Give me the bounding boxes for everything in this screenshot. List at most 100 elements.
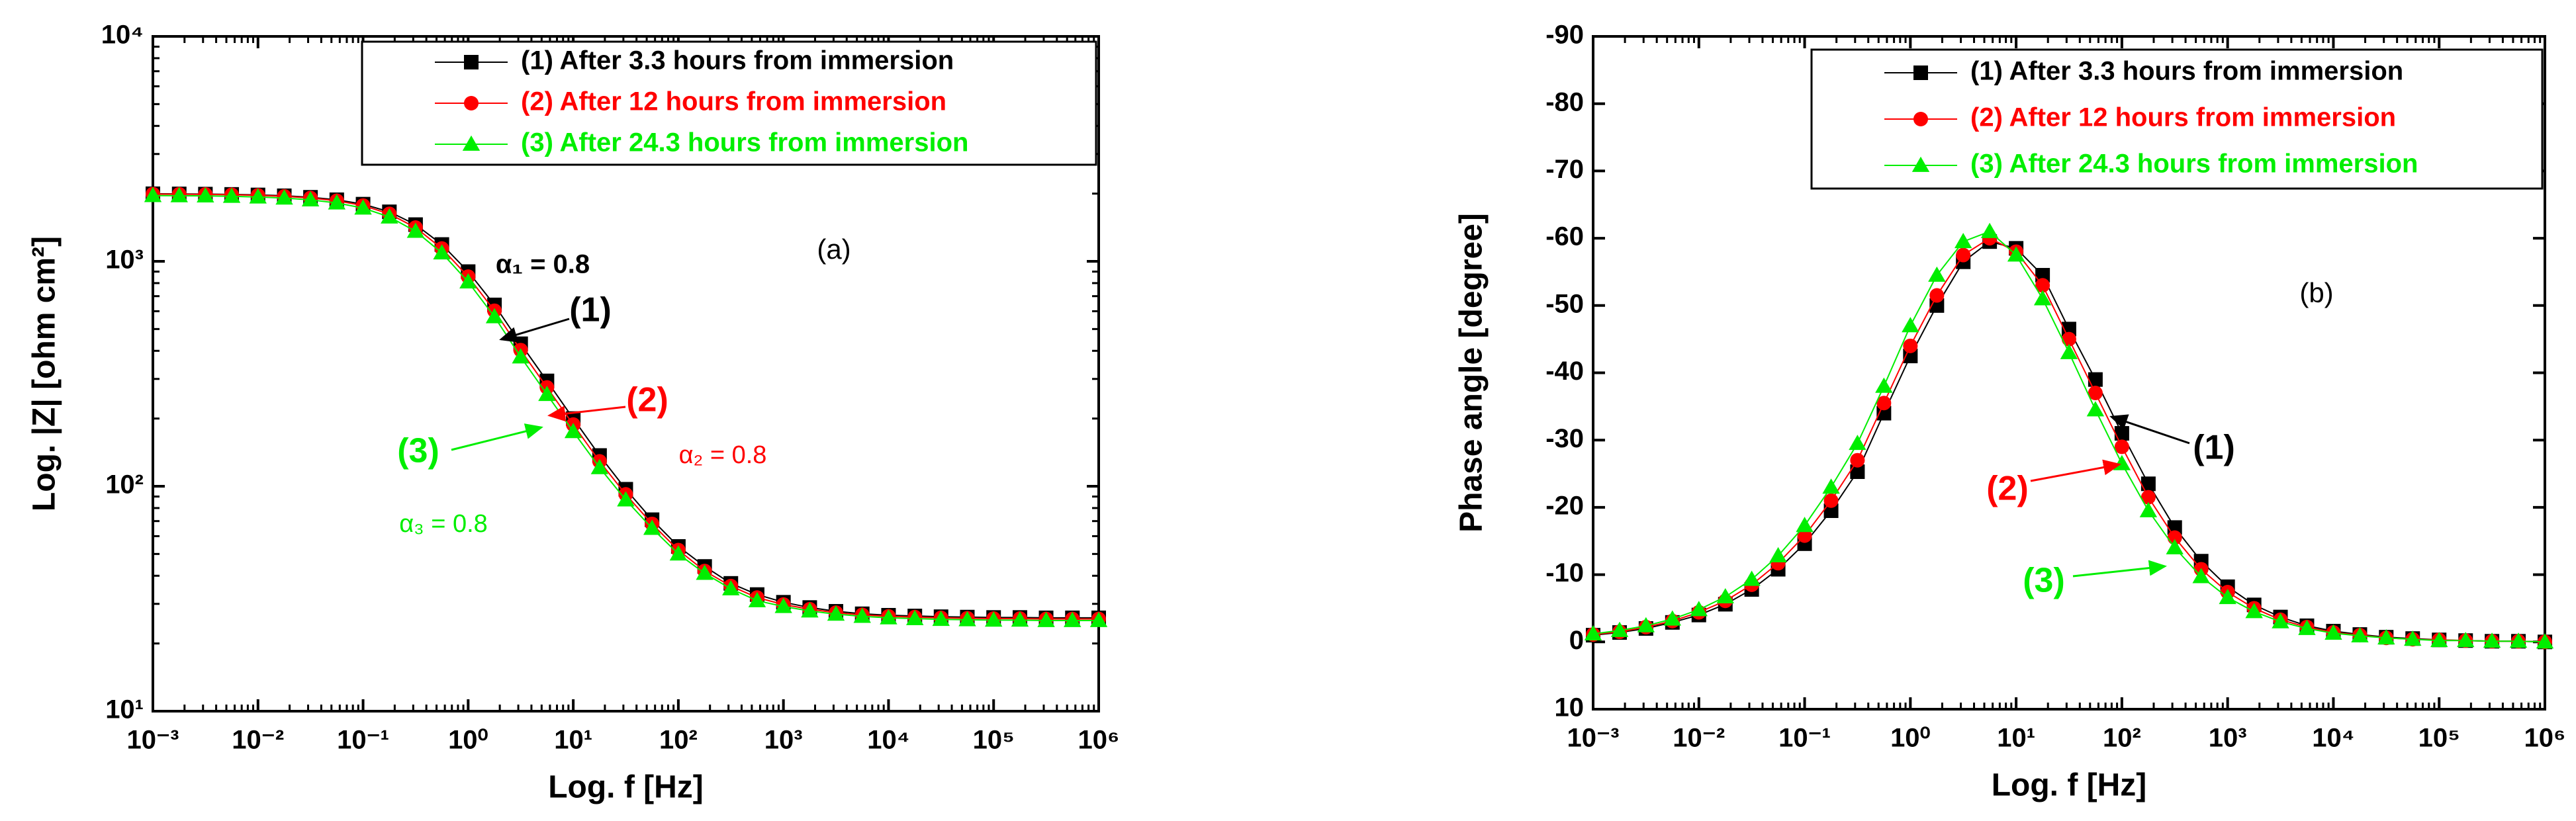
legend-label: (1) After 3.3 hours from immersion — [521, 46, 954, 75]
marker-triangle — [1822, 478, 1840, 494]
marker-triangle — [2166, 539, 2184, 554]
marker-triangle — [512, 348, 529, 364]
x-tick-label: 10⁶ — [1078, 726, 1120, 755]
y-axis-title: Phase angle [degree] — [1454, 213, 1489, 533]
marker-triangle — [2219, 588, 2236, 605]
marker-triangle — [222, 187, 241, 203]
x-tick-label: 10⁻³ — [1567, 724, 1620, 753]
marker-circle — [2114, 439, 2129, 454]
annotation: α₁ = 0.8 — [496, 250, 590, 279]
annotation-arrow — [499, 318, 570, 343]
x-tick-label: 10⁵ — [2418, 724, 2460, 753]
marker-triangle — [170, 187, 188, 202]
marker-circle — [1956, 247, 1971, 263]
marker-triangle — [1875, 377, 1893, 393]
x-tick-label: 10⁻² — [232, 726, 284, 755]
y-tick-label: 10⁴ — [101, 21, 144, 50]
y-tick-label: -60 — [1545, 222, 1584, 251]
marker-triangle — [1064, 611, 1081, 627]
marker-square — [2140, 476, 2156, 492]
x-tick-label: 10² — [659, 726, 698, 755]
annotation: α₂ = 0.8 — [679, 441, 767, 469]
marker-triangle — [696, 564, 713, 580]
marker-triangle — [1716, 587, 1734, 604]
marker-square — [2088, 372, 2103, 387]
marker-circle — [2088, 386, 2103, 401]
marker-triangle — [617, 491, 635, 507]
marker-circle — [2061, 331, 2076, 347]
marker-triangle — [1663, 610, 1681, 626]
x-tick-label: 10⁵ — [973, 726, 1015, 755]
legend-label: (2) After 12 hours from immersion — [1970, 103, 2396, 132]
marker-triangle — [1980, 222, 1999, 238]
marker-triangle — [2483, 632, 2501, 648]
marker-circle — [1876, 396, 1892, 411]
marker-square — [2035, 268, 2050, 283]
annotation-arrow — [2030, 459, 2121, 482]
marker-circle — [1929, 288, 1945, 303]
x-tick-label: 10³ — [2209, 724, 2247, 753]
annotation: (1) — [569, 291, 612, 329]
annotation: (a) — [817, 234, 851, 265]
marker-triangle — [2324, 624, 2342, 640]
marker-triangle — [2536, 633, 2554, 649]
marker-triangle — [1610, 621, 1629, 637]
marker-triangle — [2272, 613, 2289, 628]
series-line — [1592, 230, 2546, 643]
x-tick-label: 10⁻² — [1673, 724, 1725, 753]
marker-triangle — [564, 423, 582, 439]
marker-triangle — [1584, 625, 1602, 640]
legend: (1) After 3.3 hours from immersion (2) Af… — [1810, 48, 2544, 190]
marker-triangle — [2351, 627, 2369, 643]
marker-square — [464, 55, 479, 69]
marker-triangle — [144, 187, 162, 202]
y-tick-label: -80 — [1545, 87, 1584, 116]
x-tick-label: 10⁻¹ — [337, 726, 389, 755]
marker-triangle — [2245, 603, 2263, 619]
marker-triangle — [275, 189, 293, 205]
marker-triangle — [1037, 611, 1055, 627]
annotation-arrow — [451, 423, 543, 451]
marker-triangle — [1849, 435, 1866, 451]
legend: (1) After 3.3 hours from immersion (2) Af… — [361, 40, 1097, 166]
plot-frame — [1592, 35, 2546, 711]
marker-triangle — [1690, 601, 1708, 617]
marker-triangle — [197, 187, 214, 203]
y-tick-label: -10 — [1545, 558, 1584, 587]
marker-triangle — [1928, 266, 1946, 282]
marker-circle — [2035, 278, 2050, 293]
marker-triangle — [1796, 517, 1814, 533]
y-tick-label: 10¹ — [105, 695, 144, 724]
x-tick-label: 10⁴ — [867, 726, 909, 755]
x-tick-label: 10⁶ — [2524, 724, 2566, 753]
marker-triangle — [1911, 156, 1930, 172]
x-tick-label: 10³ — [764, 726, 803, 755]
marker-triangle — [2457, 632, 2475, 648]
marker-triangle — [853, 607, 871, 623]
marker-triangle — [880, 609, 897, 625]
annotation-arrow — [547, 406, 626, 422]
annotation-arrow — [2109, 414, 2190, 445]
marker-circle — [1913, 112, 1928, 126]
annotation: α₃ = 0.8 — [399, 510, 488, 538]
marker-triangle — [2430, 632, 2448, 648]
y-tick-label: 10 — [1555, 693, 1585, 722]
marker-triangle — [459, 273, 477, 289]
marker-triangle — [2509, 632, 2528, 648]
x-tick-label: 10⁴ — [2312, 724, 2354, 753]
marker-triangle — [381, 208, 398, 224]
annotation: (b) — [2299, 277, 2333, 308]
marker-circle — [464, 96, 479, 110]
marker-triangle — [2033, 290, 2052, 306]
marker-square — [2114, 426, 2129, 441]
marker-triangle — [2060, 343, 2078, 359]
marker-triangle — [906, 609, 924, 625]
marker-triangle — [1011, 611, 1029, 627]
annotation: (2) — [626, 381, 668, 419]
marker-triangle — [669, 545, 688, 561]
series-line — [1592, 241, 2546, 643]
marker-circle — [1823, 493, 1839, 508]
x-tick-label: 10¹ — [1997, 724, 2035, 753]
y-tick-label: -50 — [1545, 289, 1584, 318]
